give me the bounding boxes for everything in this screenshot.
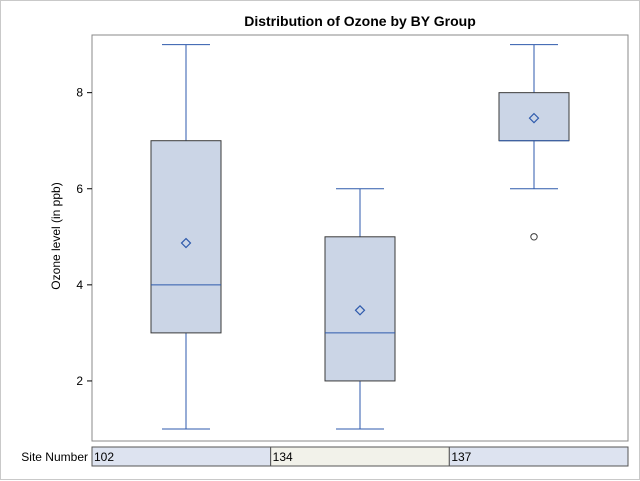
box-body [498,92,570,142]
group-cell [448,446,629,467]
y-tick-label: 2 [76,374,83,388]
mean-marker [528,112,540,124]
box-body [324,236,396,382]
mean-marker [180,237,192,249]
group-axis-label: Site Number [21,450,88,464]
y-tick-label: 6 [76,182,83,196]
plot-frame [91,34,629,442]
chart-title: Distribution of Ozone by BY Group [244,13,476,29]
group-cell [270,446,450,467]
plot-layer: 2 4 6 8 102 134 137 [76,34,629,467]
mean-marker [354,304,366,316]
outlier-point [530,233,538,241]
box-body [150,140,222,334]
group-cell-label: 137 [451,450,471,464]
group-cell-label: 102 [94,450,114,464]
y-axis-label: Ozone level (in ppb) [49,182,63,289]
y-tick-label: 8 [76,86,83,100]
y-tick-label: 4 [76,278,83,292]
group-cell-label: 134 [273,450,293,464]
group-cell [91,446,272,467]
